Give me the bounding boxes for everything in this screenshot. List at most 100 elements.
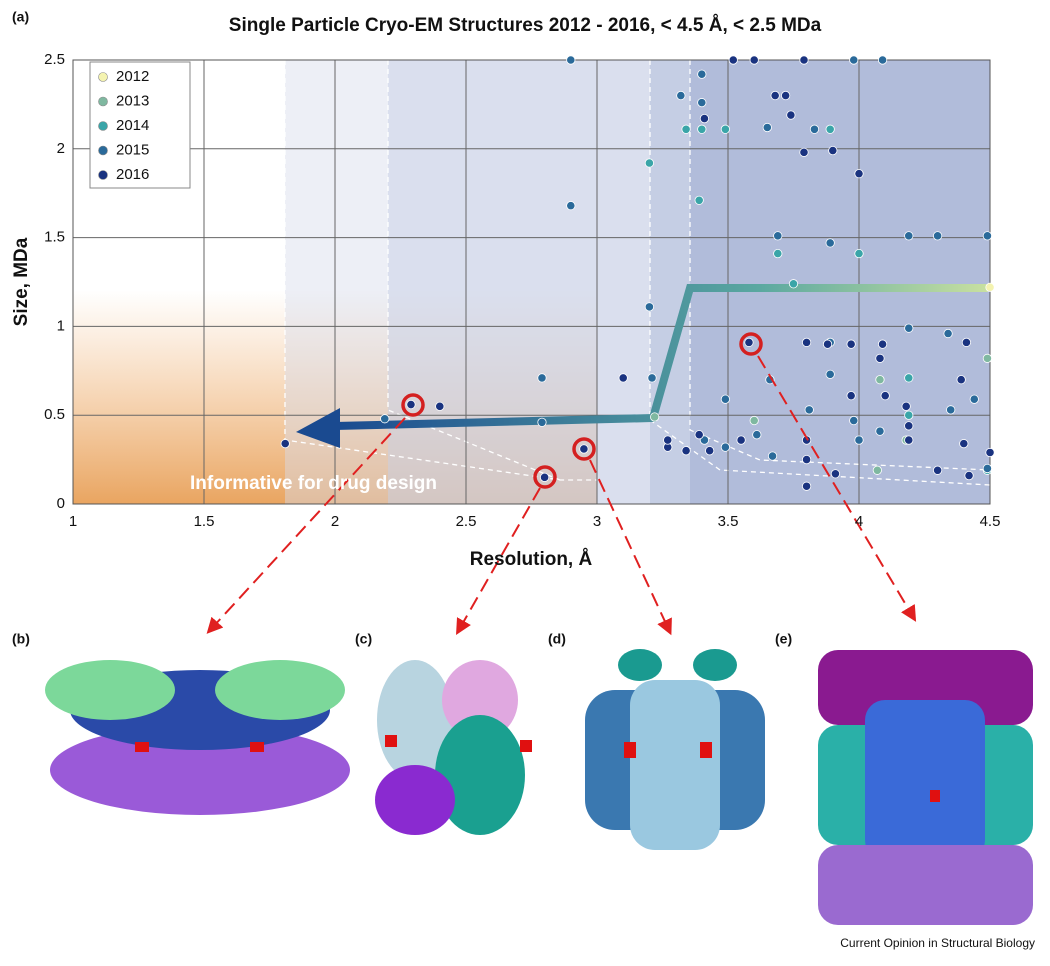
point — [828, 145, 838, 156]
point — [904, 323, 914, 333]
point — [854, 248, 864, 259]
x-tick-label: 3.5 — [718, 513, 739, 530]
point — [969, 394, 979, 404]
point — [762, 122, 772, 133]
point — [697, 98, 707, 108]
point — [781, 90, 791, 101]
point — [849, 415, 859, 426]
point — [773, 248, 783, 259]
point — [644, 158, 655, 168]
point — [767, 451, 778, 461]
point — [799, 147, 809, 157]
point — [728, 55, 738, 65]
structure-c — [375, 660, 532, 835]
point — [744, 337, 754, 347]
legend-label: 2013 — [116, 92, 149, 109]
point — [880, 391, 890, 401]
point — [875, 375, 885, 385]
point — [705, 446, 715, 456]
structure-d — [585, 649, 765, 850]
panel-label: (d) — [548, 631, 566, 647]
legend-marker — [98, 72, 108, 82]
point — [801, 481, 812, 491]
x-tick-label: 1 — [69, 513, 77, 530]
point — [786, 110, 796, 120]
y-tick-label: 0 — [57, 495, 65, 512]
point — [932, 231, 943, 241]
y-tick-label: 2.5 — [44, 51, 65, 68]
point — [932, 465, 943, 475]
highlight-circles — [401, 332, 763, 489]
y-tick-label: 2 — [57, 140, 65, 157]
x-axis-label: Resolution, Å — [470, 549, 593, 570]
point — [877, 339, 888, 349]
point — [699, 114, 710, 124]
point — [943, 328, 953, 339]
legend-label: 2016 — [116, 166, 149, 183]
point — [825, 124, 835, 134]
point — [720, 442, 730, 452]
x-tick-label: 3 — [593, 513, 601, 530]
point — [697, 124, 707, 134]
point — [846, 391, 856, 401]
point — [618, 373, 628, 383]
background-regions — [73, 60, 991, 504]
point — [822, 339, 833, 349]
point — [647, 373, 657, 383]
y-tick-label: 1.5 — [44, 229, 65, 246]
callout-arrows — [206, 355, 917, 636]
legend: 2012 2013 2014 2015 2016 — [89, 61, 191, 189]
legend-marker — [98, 96, 108, 107]
point — [566, 55, 576, 65]
point — [406, 399, 416, 410]
point — [825, 238, 835, 248]
point — [749, 55, 759, 65]
point — [875, 426, 885, 436]
point — [877, 55, 888, 65]
x-tick-label: 2 — [331, 513, 339, 530]
legend-marker — [98, 121, 108, 131]
point — [809, 124, 820, 134]
y-tick-label: 1 — [57, 317, 65, 334]
point — [849, 55, 859, 65]
point — [799, 55, 809, 65]
point — [956, 375, 966, 385]
point — [854, 435, 864, 445]
source-note: Current Opinion in Structural Biology — [840, 936, 1035, 950]
x-tick-label: 2.5 — [456, 513, 477, 530]
point — [380, 414, 390, 424]
point — [959, 439, 969, 449]
legend-label: 2012 — [116, 68, 149, 85]
point — [773, 231, 783, 241]
point — [694, 195, 704, 205]
legend-marker — [98, 145, 108, 156]
point — [280, 439, 290, 449]
point — [985, 447, 995, 458]
x-tick-label: 4.5 — [980, 513, 1001, 530]
point — [875, 353, 885, 363]
point — [961, 337, 972, 347]
structure-e — [818, 650, 1033, 925]
point — [904, 421, 914, 431]
point — [904, 231, 914, 241]
point — [752, 430, 762, 440]
point — [985, 282, 995, 292]
point — [825, 369, 835, 379]
point — [964, 470, 974, 481]
y-axis-label: Size, MDa — [11, 237, 32, 326]
panel-label: (e) — [775, 631, 792, 647]
point — [644, 302, 655, 312]
legend-label: 2015 — [116, 141, 149, 158]
point — [720, 124, 730, 134]
points — [280, 55, 995, 491]
point — [537, 373, 547, 383]
trend-arrowhead — [296, 408, 340, 448]
point — [982, 353, 992, 363]
point — [566, 201, 576, 211]
point — [854, 169, 864, 179]
point — [697, 69, 707, 79]
point — [804, 405, 814, 415]
panel-label: (a) — [12, 9, 29, 25]
point — [846, 339, 856, 349]
